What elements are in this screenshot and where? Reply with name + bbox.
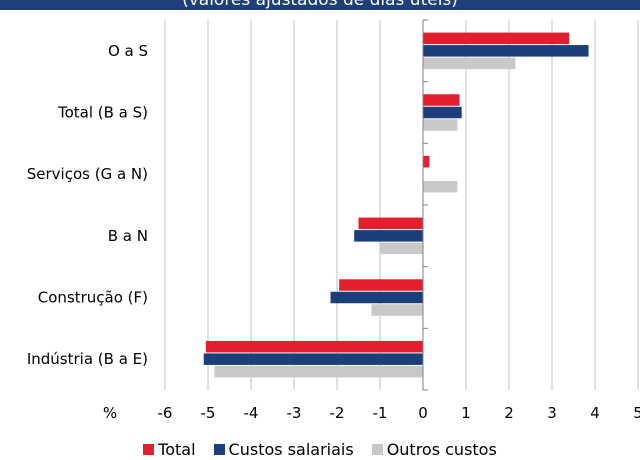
bar-custos-salariais-industria-b-a-e <box>203 353 423 365</box>
bar-outros-custos-industria-b-a-e <box>214 365 423 378</box>
legend-swatch-outros-custos <box>371 443 383 455</box>
bar-outros-custos-total-b-a-s <box>423 119 458 131</box>
x-tick-label-1: -5 <box>201 404 216 422</box>
bar-total-b-a-n <box>358 217 423 230</box>
x-axis-label: % <box>103 404 117 422</box>
legend: Total Custos salariais Outros custos <box>0 438 640 460</box>
x-tick-label-11: 5 <box>633 404 640 422</box>
bar-outros-custos-servicos-g-a-n <box>423 180 458 193</box>
x-tick-label-7: 1 <box>461 404 471 422</box>
bar-outros-custos-b-a-n <box>380 242 423 255</box>
legend-swatch-total <box>143 443 155 455</box>
bar-custos-salariais-construcao-f <box>330 291 423 304</box>
x-tick-label-2: -4 <box>244 404 259 422</box>
x-tick-label-0: -6 <box>158 404 173 422</box>
title-banner: (valores ajustados de dias úteis) <box>0 0 640 10</box>
x-tick-label-9: 3 <box>547 404 557 422</box>
category-label-total-b-a-s: Total (B a S) <box>57 104 148 122</box>
bar-total-servicos-g-a-n <box>423 155 430 168</box>
legend-label-custos-salariais: Custos salariais <box>228 439 354 459</box>
category-label-construcao-f: Construção (F) <box>38 289 148 307</box>
bar-total-total-b-a-s <box>423 94 460 106</box>
legend-item-outros-custos: Outros custos <box>371 439 497 459</box>
legend-label-outros-custos: Outros custos <box>386 439 497 459</box>
legend-label-total: Total <box>158 439 196 459</box>
x-tick-label-5: -1 <box>373 404 388 422</box>
legend-swatch-custos-salariais <box>213 443 225 455</box>
bar-custos-salariais-b-a-n <box>354 230 423 242</box>
legend-item-total: Total <box>143 439 196 459</box>
category-label-b-a-n: B a N <box>108 227 148 245</box>
x-tick-label-3: -3 <box>287 404 302 422</box>
chart-title: (valores ajustados de dias úteis) <box>182 0 458 10</box>
x-tick-label-6: 0 <box>418 404 428 422</box>
bar-custos-salariais-o-a-s <box>423 45 589 57</box>
category-label-industria-b-a-e: Indústria (B a E) <box>27 350 148 368</box>
x-tick-label-4: -2 <box>330 404 345 422</box>
bar-total-construcao-f <box>339 279 423 291</box>
category-label-servicos-g-a-n: Serviços (G a N) <box>27 165 148 183</box>
bar-chart: O a S Total (B a S) Serviços (G a N) B a N C… <box>27 19 640 422</box>
x-tick-label-10: 4 <box>590 404 600 422</box>
bar-total-o-a-s <box>423 32 570 45</box>
bar-custos-salariais-total-b-a-s <box>423 106 462 119</box>
x-tick-label-8: 2 <box>504 404 514 422</box>
category-label-o-a-s: O a S <box>108 42 148 60</box>
bar-total-industria-b-a-e <box>205 340 423 353</box>
bar-outros-custos-construcao-f <box>371 304 423 316</box>
bar-outros-custos-o-a-s <box>423 57 516 70</box>
legend-item-custos-salariais: Custos salariais <box>213 439 354 459</box>
